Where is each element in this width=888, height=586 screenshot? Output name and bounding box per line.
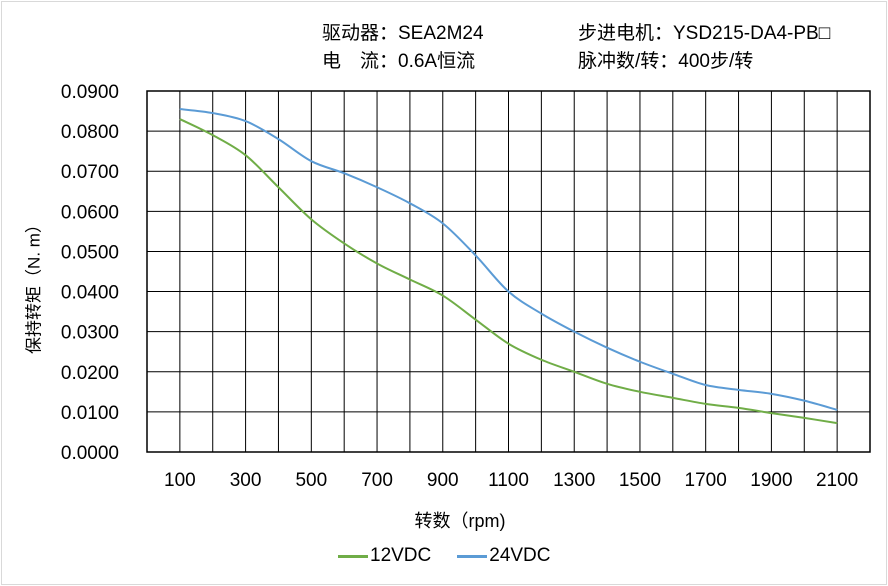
legend: 12VDC 24VDC (338, 545, 551, 567)
x-tick-label: 1100 (488, 470, 529, 491)
x-tick-label: 1900 (750, 470, 792, 491)
x-tick-label: 100 (164, 470, 196, 491)
x-tick-label: 700 (361, 470, 393, 491)
y-tick-label: 0.0300 (61, 323, 119, 344)
y-tick-label: 0.0600 (61, 202, 119, 223)
legend-label: 24VDC (489, 545, 551, 566)
series-line-12vdc (179, 118, 838, 425)
y-tick-label: 0.0800 (61, 122, 119, 143)
pulses-info: 脉冲数/转：400步/转 (578, 51, 754, 72)
y-axis-label: 保持转矩（N. m） (24, 216, 44, 354)
x-tick-label: 2100 (816, 470, 858, 491)
y-tick-label: 0.0900 (61, 82, 119, 103)
motor-info: 步进电机：YSD215-DA4-PB□ (578, 23, 831, 44)
plot-area-border (146, 90, 871, 453)
legend-item-24vdc: 24VDC (457, 545, 551, 567)
legend-item-12vdc: 12VDC (338, 545, 431, 567)
y-tick-label: 0.0100 (61, 403, 119, 424)
current-info: 电 流：0.6A恒流 (322, 51, 476, 72)
y-tick-label: 0.0000 (61, 443, 119, 464)
x-tick-label: 500 (295, 470, 327, 491)
driver-info: 驱动器：SEA2M24 (322, 23, 484, 44)
x-tick-label: 1500 (619, 470, 661, 491)
x-tick-label: 900 (427, 470, 459, 491)
y-tick-label: 0.0700 (61, 162, 119, 183)
y-tick-label: 0.0400 (61, 283, 119, 304)
legend-swatch-24vdc (457, 554, 488, 558)
x-tick-label: 1700 (685, 470, 727, 491)
series-line-24vdc (179, 108, 838, 411)
x-axis-label: 转数（rpm) (414, 511, 506, 531)
x-tick-label: 300 (230, 470, 262, 491)
y-tick-label: 0.0200 (61, 363, 119, 384)
legend-swatch-12vdc (338, 554, 368, 558)
x-tick-label: 1300 (553, 470, 595, 491)
legend-label: 12VDC (370, 545, 432, 566)
y-tick-label: 0.0500 (61, 242, 119, 263)
